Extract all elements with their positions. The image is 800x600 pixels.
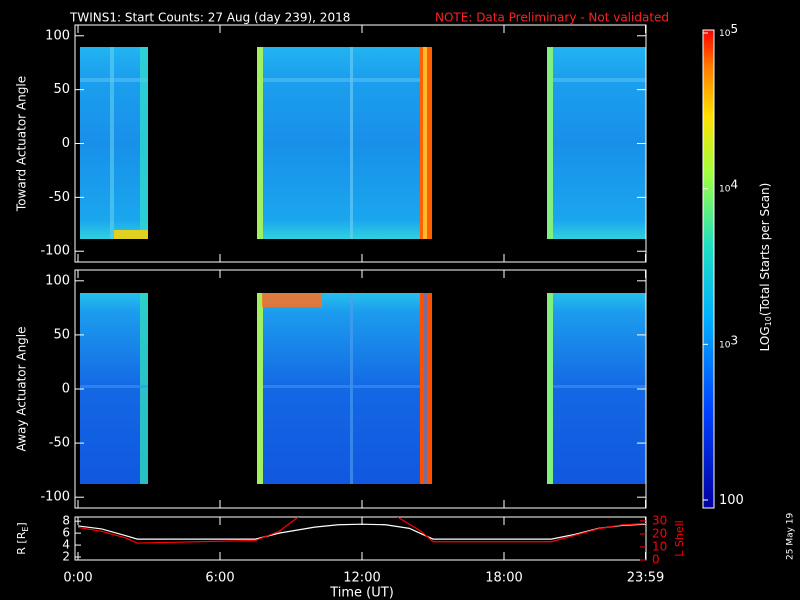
y-tick-label: -50 [49, 436, 70, 451]
colorbar [703, 30, 714, 508]
y-tick-label: 0 [62, 136, 70, 151]
x-axis-label: Time (UT) [329, 586, 394, 600]
y-tick-label: 4 [62, 538, 70, 552]
y2-tick-label: 0 [652, 553, 660, 567]
y-axis-label: Toward Actuator Angle [15, 76, 29, 212]
y-tick-label: -100 [40, 244, 70, 259]
footer-date: 25 May 19 [786, 512, 796, 560]
y2-tick-label: 30 [652, 513, 667, 527]
x-tick-label: 12:00 [343, 571, 380, 586]
label-part: 3 [730, 333, 738, 347]
x-tick-label: 23:59 [627, 571, 664, 586]
y-axis-label: Away Actuator Angle [15, 326, 29, 451]
panel-frame [74, 516, 647, 561]
y-axis-label: R [RE] [15, 522, 30, 554]
y-tick-label: 50 [53, 327, 70, 342]
y-tick-label: 8 [62, 514, 70, 528]
x-tick-label: 0:00 [63, 571, 92, 586]
orbit-line [397, 517, 646, 543]
colorbar-frame [702, 29, 715, 509]
label-part: 10 [719, 340, 731, 350]
label-part: 10 [719, 29, 731, 39]
y2-axis-label: L Shell [673, 520, 686, 556]
label-part: ] [15, 522, 28, 526]
label-part: 100 [719, 493, 744, 508]
y-tick-label: 0 [62, 382, 70, 397]
label-part: 10 [764, 316, 773, 326]
x-tick-label: 18:00 [485, 571, 522, 586]
label-part: 10 [719, 184, 731, 194]
y-tick-label: -100 [40, 490, 70, 505]
y-tick-label: 6 [62, 526, 70, 540]
label-part: LOG [758, 326, 772, 351]
orbit-line [77, 517, 299, 544]
y-tick-label: 50 [53, 82, 70, 97]
y-tick-label: 100 [45, 273, 70, 288]
label-part: 4 [730, 177, 738, 191]
colorbar-tick-label: 100 [719, 493, 744, 508]
spectrogram-image [80, 47, 646, 484]
chart-title: TWINS1: Start Counts: 27 Aug (day 239), … [69, 11, 350, 25]
y-tick-label: 100 [45, 28, 70, 43]
label-part: (Total Starts per Scan) [758, 183, 772, 317]
x-tick-label: 6:00 [205, 571, 234, 586]
y2-tick-label: 20 [652, 526, 667, 540]
label-part: E [21, 527, 30, 532]
colorbar-tick-label: 105 [719, 22, 738, 39]
y2-tick-label: 10 [652, 539, 667, 553]
colorbar-tick-label: 103 [719, 333, 738, 350]
y-tick-label: -50 [49, 190, 70, 205]
colorbar-label: LOG10(Total Starts per Scan) [758, 183, 773, 352]
note: NOTE: Data Preliminary - Not validated [435, 11, 669, 25]
label-part: 5 [730, 22, 738, 36]
y-tick-label: 2 [62, 550, 70, 564]
label-part: R [R [15, 531, 28, 554]
colorbar-tick-label: 104 [719, 177, 738, 194]
orbit-line [77, 523, 646, 540]
